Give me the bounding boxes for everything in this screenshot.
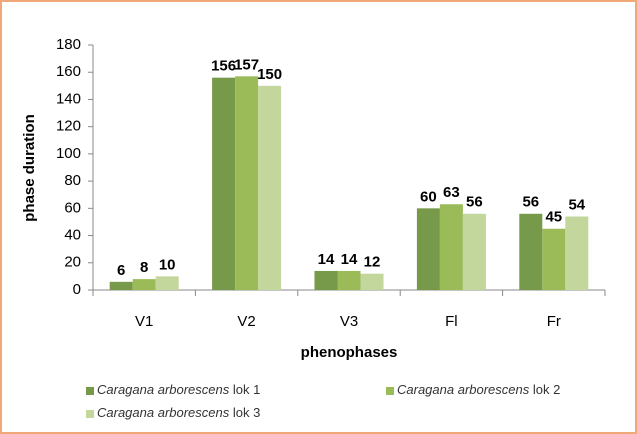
bar <box>519 213 543 290</box>
legend-label: Caragana arborescens lok 2 <box>397 382 560 397</box>
legend-swatch <box>86 410 94 418</box>
bar <box>416 208 440 290</box>
x-tick-label: Fr <box>547 313 561 330</box>
data-label: 150 <box>257 66 282 83</box>
y-tick-label: 60 <box>64 199 81 216</box>
data-label: 14 <box>318 251 335 268</box>
bar <box>565 216 589 290</box>
bar <box>542 228 566 290</box>
x-tick-label: Fl <box>445 313 458 330</box>
x-tick-label: V3 <box>340 313 358 330</box>
legend-swatch <box>86 387 94 395</box>
y-tick-label: 180 <box>56 36 81 53</box>
y-tick-label: 80 <box>64 172 81 189</box>
data-label: 54 <box>568 196 585 213</box>
y-tick-label: 100 <box>56 145 81 162</box>
data-label: 45 <box>545 209 562 226</box>
legend-label: Caragana arborescens lok 3 <box>97 405 260 420</box>
bar <box>439 204 463 290</box>
data-label: 63 <box>443 184 460 201</box>
y-tick-label: 160 <box>56 63 81 80</box>
bar <box>155 276 179 290</box>
y-tick-label: 120 <box>56 118 81 135</box>
data-label: 6 <box>117 262 125 279</box>
bar <box>212 77 236 291</box>
bar <box>337 270 361 290</box>
data-label: 156 <box>211 58 236 75</box>
bar <box>462 213 486 290</box>
data-label: 14 <box>341 251 358 268</box>
data-label: 56 <box>466 194 483 211</box>
bar <box>258 85 282 290</box>
bar <box>235 76 259 290</box>
x-tick-label: V2 <box>237 313 255 330</box>
y-tick-label: 20 <box>64 254 81 271</box>
data-label: 12 <box>364 254 381 271</box>
bar <box>132 279 156 290</box>
legend-label: Caragana arborescens lok 1 <box>97 382 260 397</box>
data-label: 56 <box>522 194 539 211</box>
data-label: 10 <box>159 256 176 273</box>
data-label: 8 <box>140 259 148 276</box>
bar <box>314 270 338 290</box>
x-axis-title: phenophases <box>301 344 398 361</box>
bar <box>109 281 133 290</box>
y-tick-label: 0 <box>73 281 81 298</box>
y-axis-title: phase duration <box>21 114 38 222</box>
x-tick-label: V1 <box>135 313 153 330</box>
legend-swatch <box>386 387 394 395</box>
data-label: 60 <box>420 188 437 205</box>
y-tick-label: 140 <box>56 90 81 107</box>
bar <box>360 273 384 290</box>
y-tick-label: 40 <box>64 227 81 244</box>
data-label: 157 <box>234 56 259 73</box>
